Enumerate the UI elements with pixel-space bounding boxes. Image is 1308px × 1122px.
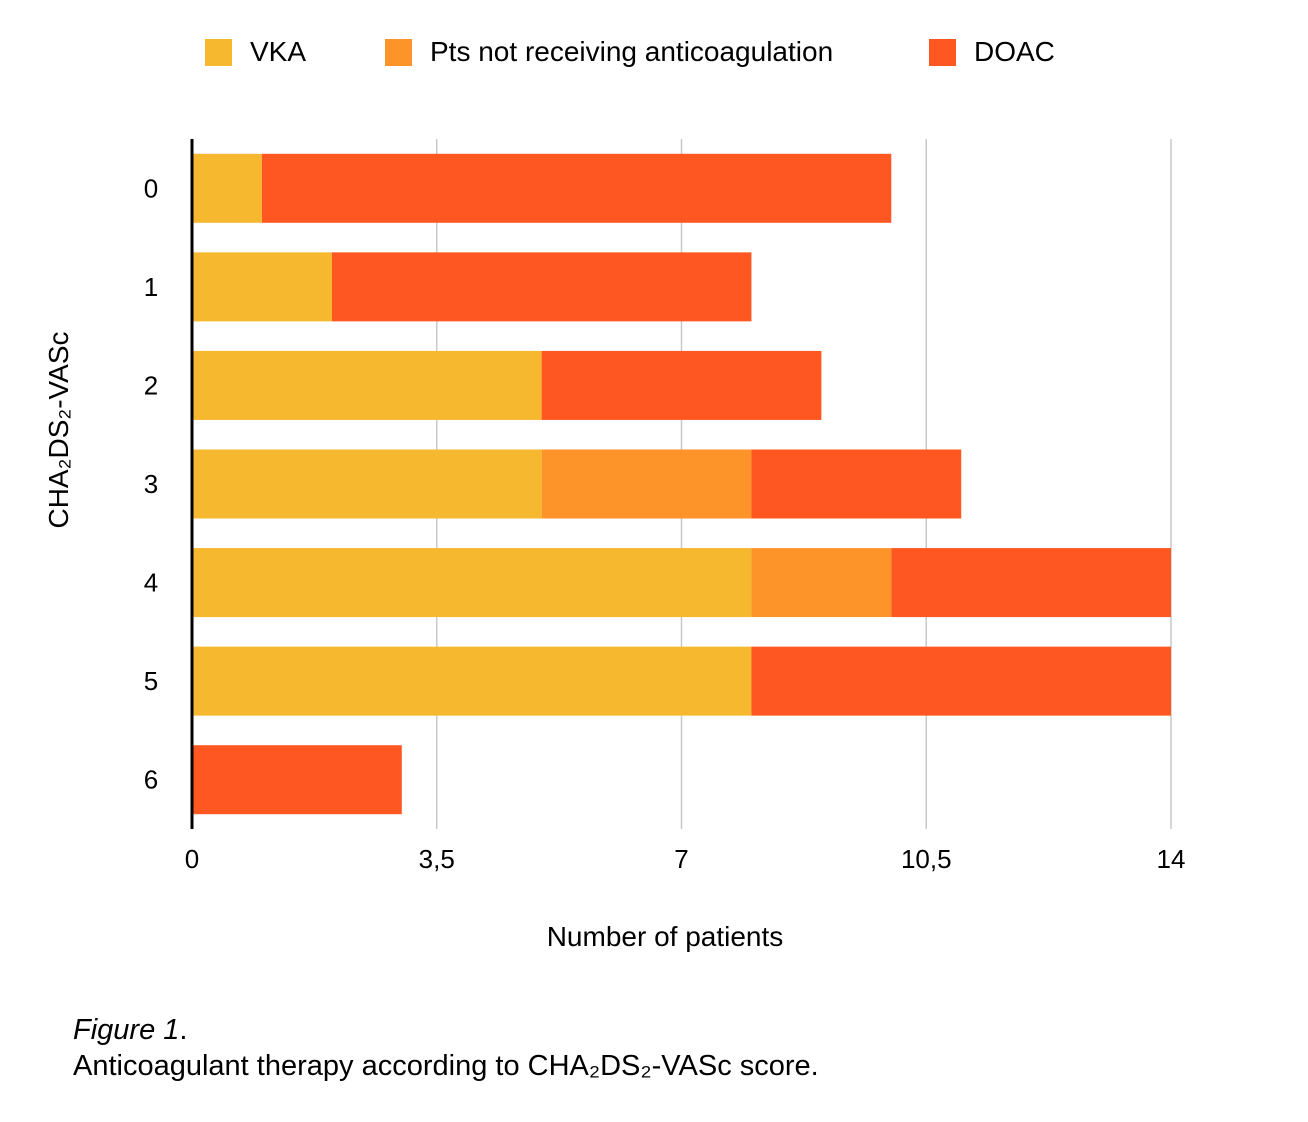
y-tick-label: 1: [144, 272, 158, 302]
bar-segment: [192, 153, 262, 223]
x-tick-labels: 0 3,5 7 10,5 14: [185, 844, 1186, 874]
legend-swatch: [205, 38, 232, 66]
bar-segment: [751, 646, 1171, 716]
x-axis-title: Number of patients: [547, 921, 784, 952]
bar-segment: [192, 548, 752, 618]
y-tick-label: 4: [144, 568, 158, 598]
x-tick-label: 3,5: [419, 844, 455, 874]
y-tick-label: 6: [144, 765, 158, 795]
x-tick-label: 0: [185, 844, 199, 874]
legend-label: DOAC: [974, 36, 1055, 67]
figure-label: Figure 1: [73, 1014, 180, 1046]
bar-segment: [192, 646, 752, 716]
bar-segment: [751, 449, 962, 519]
legend-item: Pts not receiving anticoagulation: [385, 36, 833, 68]
caption-text: Anticoagulant therapy according to CHA₂D…: [73, 1050, 819, 1082]
bars: [192, 153, 1171, 815]
y-axis-title: CHA₂DS₂-VASc: [43, 331, 74, 528]
x-tick-label: 7: [674, 844, 688, 874]
bar-segment: [192, 745, 402, 815]
stacked-bar-chart: 0 1 2 3 4 5 6 0 3,5 7 10,5 14 Number of patients C…: [43, 139, 1186, 952]
bar-segment: [541, 350, 822, 420]
bar-segment: [192, 252, 332, 322]
legend-label: VKA: [250, 36, 307, 67]
y-tick-labels: 0 1 2 3 4 5 6: [144, 173, 158, 794]
bar-segment: [891, 548, 1171, 618]
figure-label-suffix: .: [179, 1014, 188, 1046]
x-tick-label: 14: [1157, 844, 1186, 874]
legend-item: DOAC: [929, 36, 1055, 68]
bar-segment: [192, 449, 542, 519]
figure-caption: Figure 1. Anticoagulant therapy accordin…: [73, 1012, 819, 1084]
bar-segment: [192, 350, 542, 420]
y-tick-label: 0: [144, 173, 158, 203]
legend-swatch: [385, 38, 412, 66]
y-tick-label: 3: [144, 469, 158, 499]
y-tick-label: 5: [144, 666, 158, 696]
y-tick-label: 2: [144, 370, 158, 400]
legend-swatch: [929, 38, 956, 66]
bar-segment: [261, 153, 892, 223]
legend-item: VKA: [205, 36, 306, 68]
bar-segment: [751, 548, 892, 618]
bar-segment: [541, 449, 752, 519]
bar-segment: [331, 252, 752, 322]
legend-label: Pts not receiving anticoagulation: [430, 36, 834, 67]
x-tick-label: 10,5: [901, 844, 952, 874]
